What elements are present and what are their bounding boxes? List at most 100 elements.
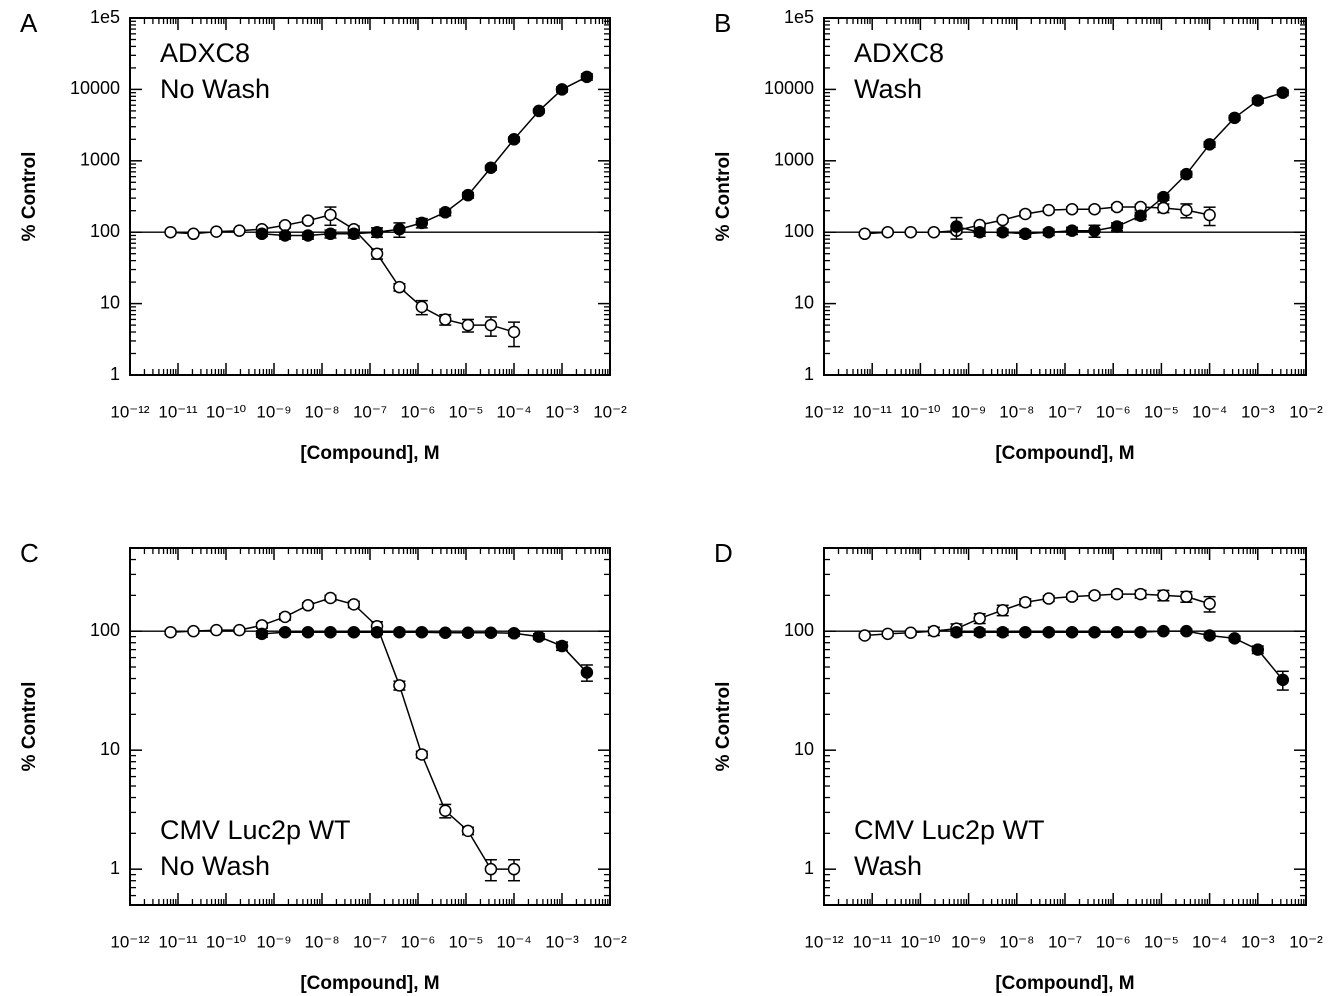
data-point <box>1088 224 1101 237</box>
data-point <box>950 625 963 639</box>
data-point <box>1180 590 1193 603</box>
x-tick-label: 10⁻⁶ <box>1096 402 1131 421</box>
panel-label: C <box>20 538 39 568</box>
data-point <box>461 626 475 640</box>
x-tick-label: 10⁻³ <box>1241 402 1275 421</box>
data-point <box>858 227 871 241</box>
data-point <box>278 229 292 242</box>
x-tick-label: 10⁻¹⁰ <box>206 402 247 421</box>
data-point <box>1134 587 1147 601</box>
x-tick-label: 10⁻⁹ <box>951 932 986 951</box>
x-tick-label: 10⁻¹⁰ <box>206 932 247 951</box>
data-point <box>210 623 223 637</box>
data-point <box>532 630 546 643</box>
y-tick-label: 1 <box>110 858 120 878</box>
data-point <box>370 625 384 639</box>
data-point <box>347 625 361 639</box>
data-point <box>347 598 361 611</box>
data-point <box>1157 190 1170 204</box>
x-tick-label: 10⁻⁴ <box>1192 402 1227 421</box>
data-point <box>996 225 1009 239</box>
data-point <box>881 627 894 641</box>
x-tick-label: 10⁻² <box>593 402 627 421</box>
data-point <box>996 213 1009 227</box>
data-point <box>324 591 337 605</box>
x-tick-label: 10⁻⁹ <box>256 932 291 951</box>
data-point <box>301 625 315 639</box>
data-point <box>507 862 521 876</box>
data-point <box>1228 632 1241 645</box>
y-tick-label: 1 <box>110 364 120 384</box>
x-axis-label: [Compound], M <box>995 973 1134 994</box>
data-point <box>973 612 986 625</box>
panel: 10⁻¹² 10⁻¹¹ 10⁻¹⁰ 10⁻⁹ 10⁻⁸ 10⁻⁷ 10⁻⁶ 10⁻⁵ 10⁻⁴ 1… <box>19 7 627 464</box>
x-tick-label: 10⁻⁷ <box>353 932 387 951</box>
data-point <box>1019 596 1032 609</box>
series-line <box>170 597 514 870</box>
data-point <box>881 225 894 239</box>
data-point <box>927 624 941 638</box>
data-point <box>393 679 406 692</box>
data-point <box>1203 597 1216 611</box>
annotation: ADXC8 <box>854 38 944 68</box>
x-tick-label: 10⁻⁴ <box>496 932 531 951</box>
annotation: CMV Luc2p WT <box>160 815 351 845</box>
y-tick-label: 1e5 <box>90 7 120 27</box>
panel-label: D <box>714 538 733 568</box>
series-line <box>170 214 515 333</box>
data-point <box>461 318 475 332</box>
data-point <box>1019 227 1032 241</box>
x-tick-label: 10⁻⁹ <box>256 402 291 421</box>
data-point <box>439 206 452 219</box>
data-point <box>904 626 917 640</box>
data-point <box>996 603 1009 617</box>
data-point <box>393 280 406 294</box>
data-point <box>301 229 315 242</box>
y-tick-label: 1000 <box>80 150 120 170</box>
x-tick-label: 10⁻⁷ <box>1048 402 1082 421</box>
x-tick-label: 10⁻¹² <box>110 932 150 951</box>
panel: 10⁻¹² 10⁻¹¹ 10⁻¹⁰ 10⁻⁹ 10⁻⁸ 10⁻⁷ 10⁻⁶ 10⁻⁵ 10⁻⁴ 1… <box>19 538 627 994</box>
x-axis-label: [Compound], M <box>995 443 1134 464</box>
x-tick-label: 10⁻¹¹ <box>158 402 198 421</box>
data-point <box>461 188 475 202</box>
data-point <box>415 300 429 314</box>
x-tick-label: 10⁻² <box>1289 932 1323 951</box>
x-tick-label: 10⁻¹² <box>804 932 844 951</box>
data-point <box>1157 589 1170 602</box>
x-tick-label: 10⁻⁸ <box>999 932 1034 951</box>
data-point <box>187 227 200 241</box>
data-point <box>1228 111 1241 125</box>
data-point <box>255 227 269 241</box>
x-tick-label: 10⁻⁷ <box>353 402 387 421</box>
y-tick-label: 100 <box>784 221 814 241</box>
x-tick-label: 10⁻⁶ <box>401 402 436 421</box>
data-point <box>415 748 429 761</box>
y-tick-label: 10 <box>100 292 120 312</box>
data-point <box>461 824 475 838</box>
data-point <box>996 625 1009 639</box>
x-tick-label: 10⁻⁶ <box>401 932 436 951</box>
data-point <box>1110 200 1124 214</box>
data-point <box>347 227 361 241</box>
data-point <box>1251 643 1265 656</box>
y-tick-label: 10000 <box>764 78 814 98</box>
x-tick-label: 10⁻⁴ <box>1192 932 1227 951</box>
y-tick-label: 1 <box>804 364 814 384</box>
y-axis-label: % Control <box>713 682 734 772</box>
data-point <box>278 219 292 232</box>
data-point <box>233 623 246 637</box>
data-point <box>1088 589 1101 602</box>
series-line <box>864 206 1210 235</box>
y-tick-label: 1e5 <box>784 7 814 27</box>
data-point <box>580 666 594 679</box>
data-point <box>1203 208 1216 222</box>
data-point <box>484 862 498 876</box>
annotation: Wash <box>854 851 922 881</box>
data-point <box>1276 86 1290 99</box>
data-point <box>1157 201 1170 215</box>
data-point <box>1180 203 1193 217</box>
data-point <box>1042 592 1055 605</box>
data-point <box>278 610 292 624</box>
data-point <box>1088 202 1101 216</box>
